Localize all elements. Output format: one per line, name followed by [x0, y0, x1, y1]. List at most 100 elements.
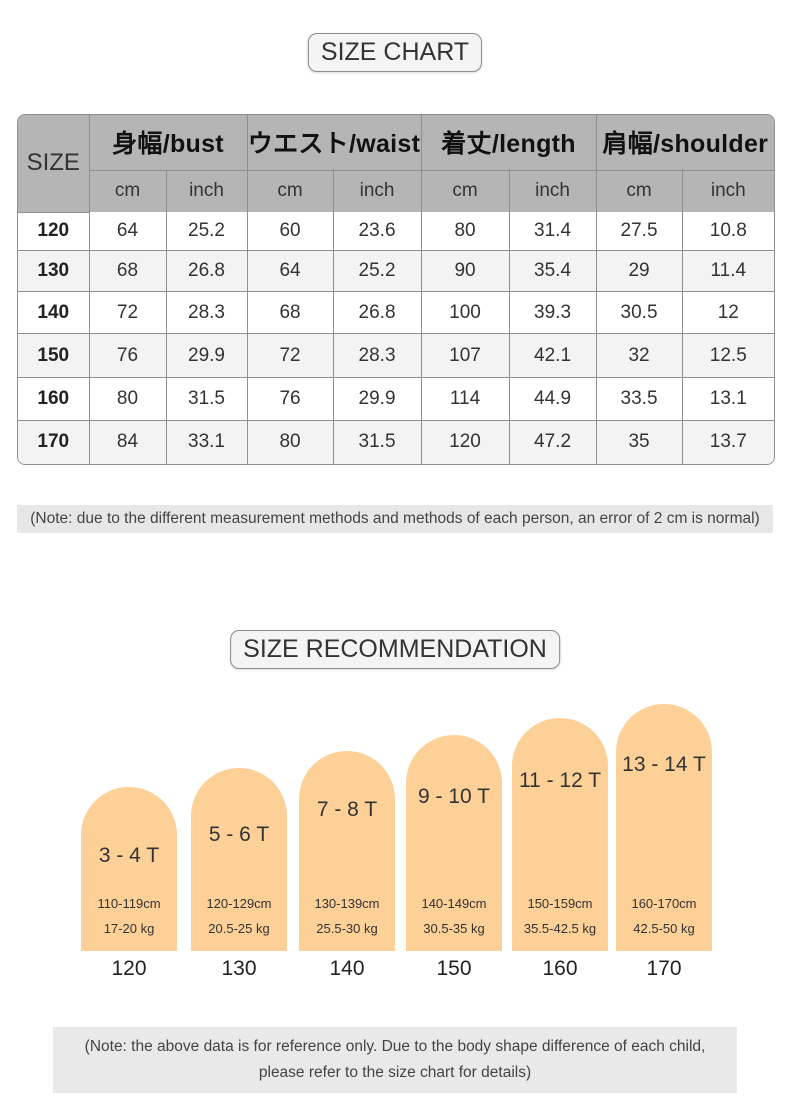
measurement-cell: 23.6 [332, 212, 422, 251]
unit-header: inch [681, 169, 774, 212]
table-row: 120 64 25.2 60 23.6 80 31.4 27.5 10.8 [18, 212, 774, 251]
measurement-cell: 80 [88, 377, 167, 421]
unit-header: cm [89, 169, 167, 212]
size-recommendation-bar: 9 - 10 T 140-149cm 30.5-35 kg [406, 735, 502, 951]
measurement-cell: 60 [246, 212, 334, 251]
size-cell: 150 [18, 332, 90, 379]
size-cell: 140 [18, 291, 90, 334]
measurement-cell: 13.7 [681, 419, 774, 464]
weight-range: 17-20 kg [103, 921, 155, 936]
measurement-cell: 64 [88, 212, 167, 251]
measurement-cell: 28.3 [165, 291, 248, 334]
unit-header: cm [595, 169, 683, 212]
measurement-cell: 80 [246, 419, 334, 464]
age-label: 7 - 8 T [316, 798, 378, 821]
measurement-cell: 13.1 [681, 377, 774, 421]
size-recommendation-bar: 11 - 12 T 150-159cm 35.5-42.5 kg [512, 718, 608, 951]
size-label: 140 [329, 957, 365, 980]
size-recommendation-bar: 5 - 6 T 120-129cm 20.5-25 kg [191, 768, 287, 951]
group-header-shoulder: 肩幅/shoulder [595, 115, 774, 171]
height-range: 140-149cm [421, 896, 487, 911]
size-recommendation-bar: 13 - 14 T 160-170cm 42.5-50 kg [616, 704, 712, 951]
measurement-cell: 80 [420, 212, 510, 251]
height-range: 150-159cm [527, 896, 593, 911]
height-range: 120-129cm [206, 896, 272, 911]
age-label: 5 - 6 T [208, 823, 270, 846]
size-label: 160 [542, 957, 578, 980]
measurement-cell: 39.3 [508, 291, 597, 334]
size-recommendation-bar: 3 - 4 T 110-119cm 17-20 kg [81, 787, 177, 951]
group-header-bust: 身幅/bust [88, 115, 248, 171]
size-recommendation-title: SIZE RECOMMENDATION [230, 630, 560, 669]
measurement-cell: 25.2 [332, 249, 422, 293]
group-header-length: 着丈/length [420, 115, 597, 171]
measurement-cell: 29.9 [332, 377, 422, 421]
measurement-cell: 47.2 [508, 419, 597, 464]
weight-range: 25.5-30 kg [316, 921, 378, 936]
measurement-cell: 31.4 [508, 212, 597, 251]
measurement-cell: 26.8 [332, 291, 422, 334]
measurement-cell: 35.4 [508, 249, 597, 293]
unit-header: cm [420, 169, 510, 212]
group-header-waist: ウエスト/waist [246, 115, 422, 171]
size-label: 150 [436, 957, 472, 980]
measurement-cell: 120 [420, 419, 510, 464]
size-label: 130 [221, 957, 257, 980]
height-range: 160-170cm [631, 896, 697, 911]
reference-note-line: please refer to the size chart for detai… [258, 1064, 532, 1081]
age-label: 9 - 10 T [418, 785, 490, 808]
measurement-cell: 26.8 [165, 249, 248, 293]
reference-note-line: (Note: the above data is for reference o… [84, 1038, 706, 1055]
table-row: 170 84 33.1 80 31.5 120 47.2 35 13.7 [18, 419, 774, 464]
measurement-cell: 76 [246, 377, 334, 421]
size-cell: 130 [18, 249, 90, 293]
table-row: 130 68 26.8 64 25.2 90 35.4 29 11.4 [18, 249, 774, 293]
measurement-cell: 72 [246, 332, 334, 379]
weight-range: 20.5-25 kg [208, 921, 270, 936]
measurement-cell: 42.1 [508, 332, 597, 379]
size-chart-title: SIZE CHART [307, 33, 483, 72]
measurement-cell: 12.5 [681, 332, 774, 379]
measurement-cell: 10.8 [681, 212, 774, 251]
weight-range: 42.5-50 kg [633, 921, 695, 936]
weight-range: 35.5-42.5 kg [523, 921, 597, 936]
measurement-cell: 107 [420, 332, 510, 379]
measurement-cell: 31.5 [332, 419, 422, 464]
measurement-cell: 114 [420, 377, 510, 421]
height-range: 110-119cm [97, 896, 161, 911]
measurement-cell: 64 [246, 249, 334, 293]
measurement-cell: 32 [595, 332, 683, 379]
size-label: 170 [646, 957, 682, 980]
reference-note: (Note: the above data is for reference o… [53, 1027, 737, 1093]
size-cell: 170 [18, 419, 90, 464]
unit-header: inch [508, 169, 597, 212]
unit-header: inch [165, 169, 248, 212]
size-column-header: SIZE [18, 115, 90, 213]
unit-header: inch [332, 169, 422, 212]
table-row: 150 76 29.9 72 28.3 107 42.1 32 12.5 [18, 332, 774, 379]
age-label: 11 - 12 T [518, 769, 602, 792]
measurement-cell: 12 [681, 291, 774, 334]
measurement-note: (Note: due to the different measurement … [17, 505, 773, 533]
measurement-cell: 76 [88, 332, 167, 379]
measurement-cell: 30.5 [595, 291, 683, 334]
measurement-cell: 35 [595, 419, 683, 464]
measurement-cell: 68 [246, 291, 334, 334]
measurement-cell: 11.4 [681, 249, 774, 293]
measurement-cell: 72 [88, 291, 167, 334]
measurement-cell: 90 [420, 249, 510, 293]
measurement-cell: 28.3 [332, 332, 422, 379]
measurement-cell: 29.9 [165, 332, 248, 379]
measurement-cell: 29 [595, 249, 683, 293]
measurement-cell: 100 [420, 291, 510, 334]
size-cell: 160 [18, 377, 90, 421]
size-chart-table: SIZE 身幅/bust ウエスト/waist 着丈/length 肩幅/sho… [17, 114, 775, 465]
age-label: 3 - 4 T [98, 844, 160, 867]
table-row: 160 80 31.5 76 29.9 114 44.9 33.5 13.1 [18, 377, 774, 421]
measurement-cell: 33.1 [165, 419, 248, 464]
table-row: 140 72 28.3 68 26.8 100 39.3 30.5 12 [18, 291, 774, 334]
unit-header: cm [246, 169, 334, 212]
size-label: 120 [111, 957, 147, 980]
measurement-cell: 31.5 [165, 377, 248, 421]
age-label: 13 - 14 T [622, 753, 706, 776]
